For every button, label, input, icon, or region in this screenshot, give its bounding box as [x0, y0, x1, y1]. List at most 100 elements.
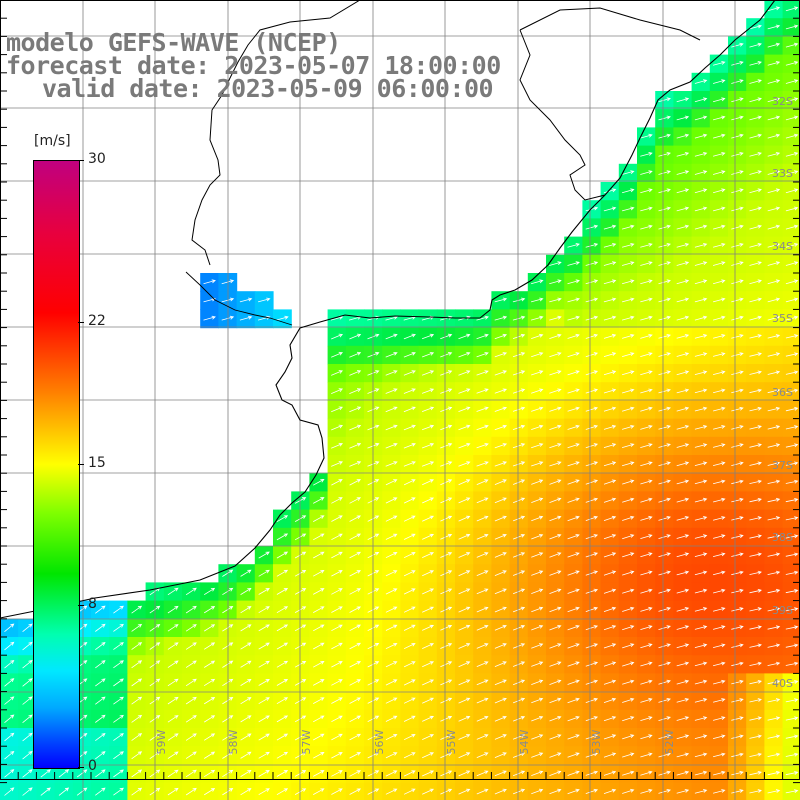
wind-speed-cell [382, 764, 401, 784]
wind-arrow [258, 788, 270, 796]
wind-speed-cell [309, 637, 329, 656]
wind-arrow [349, 770, 361, 777]
wind-arrow [767, 588, 781, 594]
wind-arrow [749, 588, 762, 594]
wind-arrow [512, 752, 526, 758]
wind-speed-cell [54, 618, 74, 638]
wind-arrow [731, 370, 744, 375]
wind-arrow [113, 769, 124, 778]
wind-arrow [531, 679, 544, 685]
wind-arrow [622, 770, 635, 776]
wind-arrow [785, 6, 799, 12]
wind-arrow [603, 388, 617, 394]
latitude-label: 32S [772, 95, 793, 108]
wind-arrow [603, 497, 617, 503]
wind-arrow [240, 660, 252, 668]
wind-arrow [422, 661, 435, 668]
wind-arrow [385, 461, 398, 467]
wind-arrow [603, 570, 617, 576]
wind-speed-cell [254, 709, 274, 729]
wind-arrow [567, 315, 580, 321]
wind-arrow [676, 243, 690, 248]
wind-arrow [622, 752, 635, 758]
wind-speed-cell [273, 618, 292, 638]
wind-arrow [512, 534, 526, 540]
wind-arrow [640, 297, 653, 303]
wind-speed-cell [236, 728, 256, 747]
wind-arrow [658, 406, 671, 412]
wind-arrow [731, 42, 744, 48]
wind-arrow [512, 606, 526, 613]
wind-arrow [349, 715, 361, 723]
wind-arrow [640, 770, 653, 776]
wind-arrow [512, 297, 526, 303]
wind-arrow [767, 115, 781, 121]
wind-arrow [476, 315, 489, 321]
wind-arrow [676, 425, 690, 430]
wind-arrow [403, 352, 416, 358]
wind-arrow [222, 660, 234, 668]
wind-arrow [767, 352, 781, 357]
wind-arrow [458, 624, 471, 631]
wind-arrow [785, 115, 799, 121]
wind-arrow [640, 334, 653, 339]
wind-arrow [240, 569, 252, 577]
wind-arrow [676, 370, 690, 376]
wind-speed-cell [327, 655, 347, 674]
wind-arrow [731, 61, 744, 66]
wind-arrow [785, 771, 799, 776]
wind-arrow [131, 733, 143, 741]
wind-arrow [694, 588, 708, 594]
wind-arrow [749, 461, 762, 466]
wind-speed-cell [36, 709, 56, 729]
wind-arrow [131, 751, 143, 760]
wind-arrow [512, 352, 526, 358]
wind-arrow [331, 588, 343, 595]
wind-arrow [712, 734, 726, 739]
wind-arrow [494, 624, 507, 631]
wind-speed-cell [236, 709, 256, 729]
wind-arrow [767, 42, 781, 48]
wind-arrow [494, 643, 507, 649]
wind-arrow [731, 643, 744, 648]
wind-arrow [113, 714, 124, 723]
wind-arrow [331, 533, 343, 541]
wind-arrow [749, 334, 762, 339]
wind-arrow [658, 497, 671, 503]
wind-arrow [785, 443, 799, 448]
wind-arrow [658, 770, 671, 776]
wind-arrow [658, 679, 671, 685]
wind-arrow [276, 788, 289, 796]
wind-speed-cell [400, 655, 420, 674]
wind-arrow [512, 479, 526, 485]
wind-arrow [694, 97, 708, 103]
wind-arrow [403, 752, 416, 759]
wind-speed-cell [18, 673, 37, 693]
wind-arrow [712, 679, 726, 685]
wind-arrow [403, 533, 416, 540]
wind-speed-cell [273, 509, 292, 529]
wind-arrow [567, 479, 580, 485]
wind-arrow [131, 787, 143, 796]
wind-arrow [621, 297, 635, 303]
wind-arrow [95, 678, 106, 687]
wind-arrow [603, 406, 617, 412]
wind-speed-cell [400, 564, 420, 583]
wind-arrow [113, 696, 124, 705]
wind-arrow [313, 715, 325, 723]
wind-arrow [512, 552, 526, 558]
wind-arrow [785, 661, 799, 666]
wind-arrow [476, 715, 489, 722]
wind-arrow [767, 534, 781, 539]
wind-arrow [512, 679, 526, 686]
wind-arrow [331, 515, 343, 522]
wind-arrow [331, 697, 343, 704]
wind-arrow [349, 333, 362, 340]
wind-arrow [712, 425, 726, 430]
wind-arrow [767, 552, 781, 557]
wind-arrow [385, 770, 398, 777]
wind-arrow [676, 770, 690, 776]
wind-speed-cell [400, 546, 420, 565]
wind-arrow [676, 516, 690, 521]
wind-arrow [422, 752, 435, 759]
